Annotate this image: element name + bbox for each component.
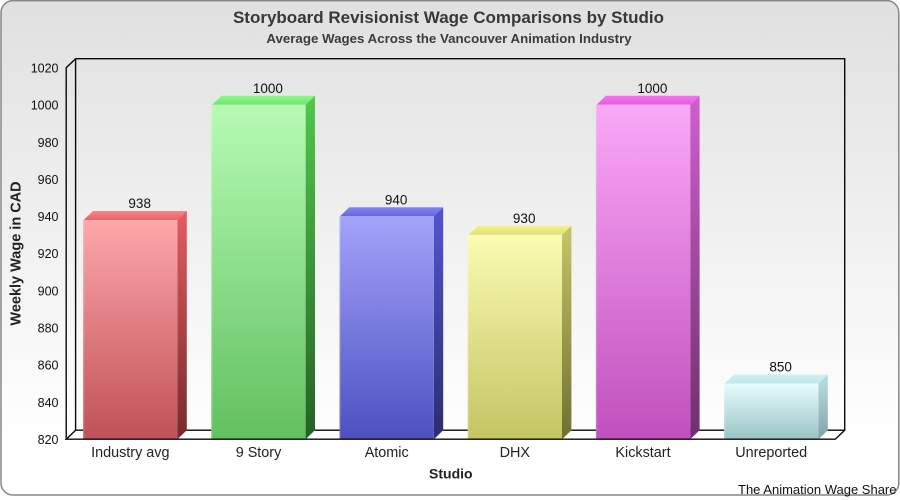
svg-text:940: 940 xyxy=(385,192,408,207)
svg-text:1000: 1000 xyxy=(637,81,667,96)
svg-text:820: 820 xyxy=(38,433,59,447)
svg-text:850: 850 xyxy=(769,360,792,375)
svg-text:840: 840 xyxy=(38,396,59,410)
svg-text:The Animation Wage Share: The Animation Wage Share xyxy=(738,482,897,497)
svg-text:Weekly Wage in CAD: Weekly Wage in CAD xyxy=(9,181,25,325)
svg-text:860: 860 xyxy=(38,359,59,373)
svg-text:Kickstart: Kickstart xyxy=(615,445,670,461)
svg-text:920: 920 xyxy=(38,247,59,261)
svg-text:Unreported: Unreported xyxy=(735,445,807,461)
svg-text:960: 960 xyxy=(38,173,59,187)
svg-text:Storyboard Revisionist Wage Co: Storyboard Revisionist Wage Comparisons … xyxy=(233,8,664,27)
svg-text:880: 880 xyxy=(38,322,59,336)
svg-text:Studio: Studio xyxy=(429,466,473,482)
svg-text:9 Story: 9 Story xyxy=(236,445,282,461)
svg-text:DHX: DHX xyxy=(500,445,531,461)
svg-text:Average Wages Across the Vanco: Average Wages Across the Vancouver Anima… xyxy=(266,31,632,46)
svg-text:1020: 1020 xyxy=(31,62,59,76)
svg-text:1000: 1000 xyxy=(31,99,59,113)
svg-text:900: 900 xyxy=(38,284,59,298)
svg-text:980: 980 xyxy=(38,136,59,150)
svg-text:938: 938 xyxy=(128,196,151,211)
svg-text:930: 930 xyxy=(513,211,536,226)
svg-text:940: 940 xyxy=(38,210,59,224)
svg-text:1000: 1000 xyxy=(253,81,283,96)
svg-text:Atomic: Atomic xyxy=(365,445,409,461)
svg-text:Industry avg: Industry avg xyxy=(91,445,169,461)
